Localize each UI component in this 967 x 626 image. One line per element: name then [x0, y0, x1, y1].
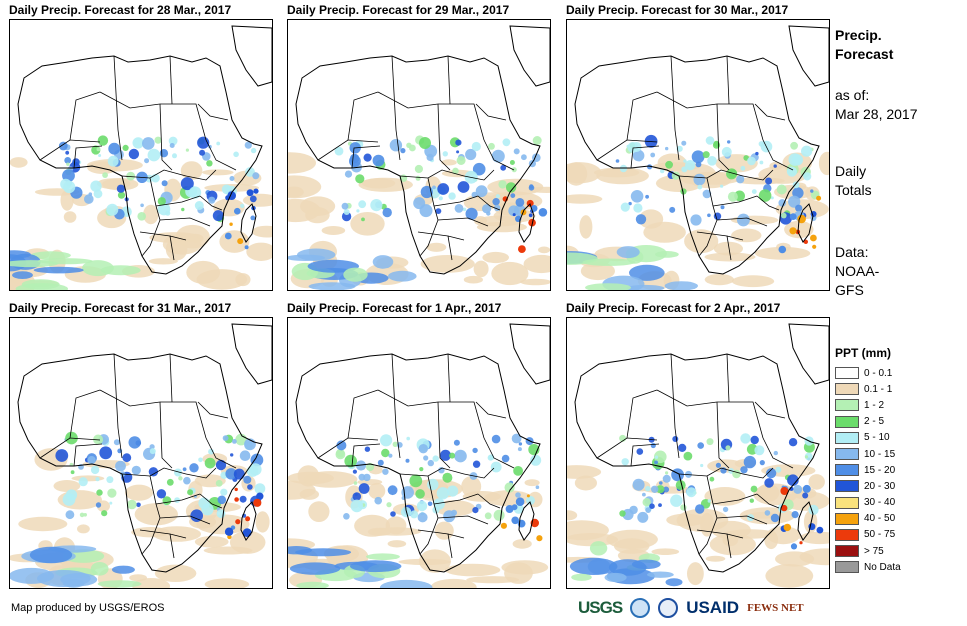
legend-title: PPT (mm): [835, 346, 892, 360]
legend-swatch: [835, 415, 859, 428]
legend-row: > 75: [835, 543, 901, 559]
data-line-3: GFS: [835, 282, 864, 298]
panel-title: Daily Precip. Forecast for 29 Mar., 2017: [287, 3, 510, 17]
legend-label: 0.1 - 1: [864, 383, 893, 395]
legend-label: 5 - 10: [864, 432, 890, 444]
legend-row: 10 - 15: [835, 446, 901, 462]
legend-row: 20 - 30: [835, 478, 901, 494]
legend-swatch: [835, 545, 859, 558]
legend-row: 50 - 75: [835, 527, 901, 543]
precip-map: [566, 19, 830, 291]
legend-swatch: [835, 528, 859, 541]
panel-title: Daily Precip. Forecast for 28 Mar., 2017: [9, 3, 232, 17]
legend-swatch: [835, 496, 859, 509]
legend-row: 0 - 0.1: [835, 365, 901, 381]
legend-label: 20 - 30: [864, 480, 896, 492]
legend-swatch: [835, 561, 859, 574]
totals-line-1: Daily: [835, 163, 867, 179]
legend-rows: 0 - 0.1 0.1 - 1 1 - 2 2 - 5 5 - 10 10 - 15 15 …: [835, 365, 901, 575]
legend-swatch: [835, 480, 859, 493]
legend-swatch: [835, 383, 859, 396]
africa-map-svg: [10, 25, 272, 290]
legend-row: 40 - 50: [835, 511, 901, 527]
precip-map: [287, 317, 551, 589]
panel-title: Daily Precip. Forecast for 30 Mar., 2017: [566, 3, 789, 17]
legend-label: 1 - 2: [864, 399, 885, 411]
data-line-2: NOAA-: [835, 263, 880, 279]
legend-swatch: [835, 399, 859, 412]
legend-label: 10 - 15: [864, 448, 896, 460]
sidebar-heading: Precip. Forecast: [835, 26, 893, 64]
africa-map-svg: [567, 25, 829, 290]
legend-swatch: [835, 448, 859, 461]
usgs-logo: USGS: [578, 598, 623, 617]
precip-map: [9, 317, 273, 589]
data-line-1: Data:: [835, 244, 869, 260]
heading-line-1: Precip.: [835, 27, 882, 43]
map-credit: Map produced by USGS/EROS: [11, 602, 165, 614]
precip-map: [9, 19, 273, 291]
legend-row: No Data: [835, 559, 901, 575]
africa-map-svg: [10, 323, 272, 588]
legend-label: 0 - 0.1: [864, 367, 893, 379]
precip-map: [287, 19, 551, 291]
legend-swatch: [835, 367, 859, 380]
forecast-panel-1: Daily Precip. Forecast for 28 Mar., 2017: [9, 3, 275, 298]
noaa-logo-icon: [630, 598, 651, 618]
forecast-panel-5: Daily Precip. Forecast for 1 Apr., 2017: [287, 301, 553, 596]
legend-swatch: [835, 464, 859, 477]
legend-row: 2 - 5: [835, 414, 901, 430]
panel-title: Daily Precip. Forecast for 2 Apr., 2017: [566, 301, 781, 315]
legend-row: 30 - 40: [835, 495, 901, 511]
legend-label: 2 - 5: [864, 416, 885, 428]
africa-map-svg: [567, 323, 829, 588]
legend-row: 5 - 10: [835, 430, 901, 446]
legend-swatch: [835, 512, 859, 525]
as-of-label: as of:: [835, 87, 870, 103]
legend-label: 50 - 75: [864, 529, 896, 541]
forecast-panel-4: Daily Precip. Forecast for 31 Mar., 2017: [9, 301, 275, 596]
legend-label: 40 - 50: [864, 513, 896, 525]
legend-label: 30 - 40: [864, 497, 896, 509]
seal-logo-icon: [658, 598, 679, 618]
fews-net-logo: FEWS NET: [747, 602, 804, 614]
legend-row: 1 - 2: [835, 397, 901, 413]
ppt-legend: PPT (mm) 0 - 0.1 0.1 - 1 1 - 2 2 - 5 5 - 10 1…: [835, 346, 901, 575]
africa-map-svg: [288, 25, 550, 290]
legend-row: 0.1 - 1: [835, 381, 901, 397]
heading-line-2: Forecast: [835, 46, 894, 62]
usaid-logo: USAID: [686, 598, 740, 617]
totals-block: Daily Totals: [835, 162, 872, 200]
totals-line-2: Totals: [835, 182, 872, 198]
logo-strip: USGS USAID FEWS NET: [578, 596, 804, 620]
legend-swatch: [835, 431, 859, 444]
forecast-panel-3: Daily Precip. Forecast for 30 Mar., 2017: [566, 3, 832, 298]
precip-map: [566, 317, 830, 589]
as-of-date: Mar 28, 2017: [835, 106, 918, 122]
forecast-panel-2: Daily Precip. Forecast for 29 Mar., 2017: [287, 3, 553, 298]
panel-title: Daily Precip. Forecast for 31 Mar., 2017: [9, 301, 232, 315]
panel-title: Daily Precip. Forecast for 1 Apr., 2017: [287, 301, 502, 315]
data-source-block: Data: NOAA- GFS: [835, 243, 879, 300]
forecast-panel-6: Daily Precip. Forecast for 2 Apr., 2017: [566, 301, 832, 596]
legend-label: No Data: [864, 561, 901, 573]
legend-label: > 75: [864, 545, 884, 557]
legend-row: 15 - 20: [835, 462, 901, 478]
as-of-block: as of: Mar 28, 2017: [835, 86, 918, 124]
legend-label: 15 - 20: [864, 464, 896, 476]
africa-map-svg: [288, 323, 550, 588]
